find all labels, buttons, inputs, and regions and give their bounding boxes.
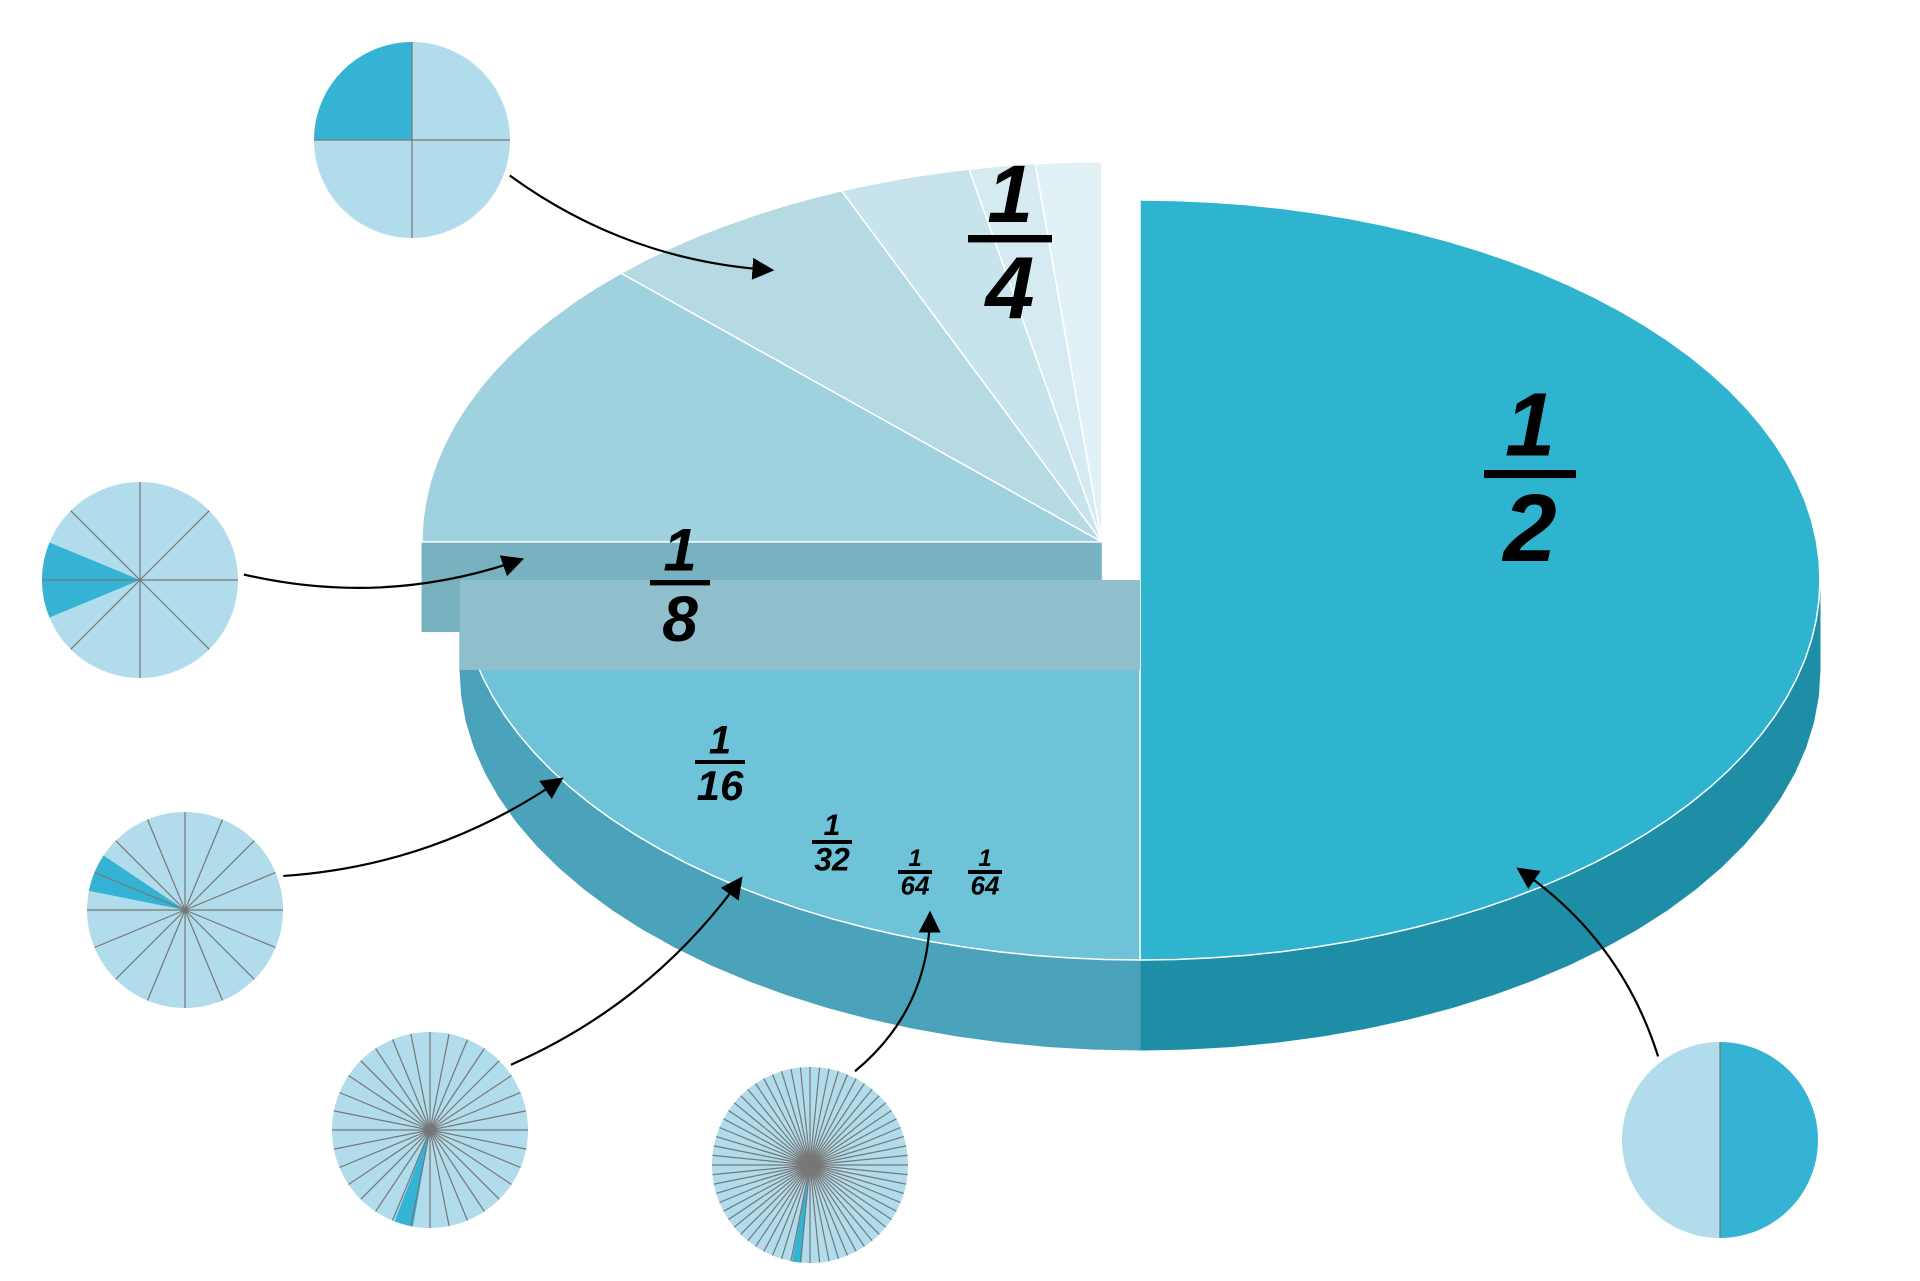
label-sixtyfourthB-den: 64: [971, 871, 1000, 901]
label-eighth-num: 1: [663, 516, 696, 583]
label-quarter-num: 1: [987, 149, 1033, 240]
legend-64th: [712, 1067, 908, 1263]
label-sixtyfourthA-den: 64: [901, 871, 930, 901]
label-sixteenth-num: 1: [709, 719, 731, 763]
label-half-den: 2: [1501, 475, 1556, 582]
label-thirtysecond-den: 32: [814, 841, 850, 877]
pie-3d: [422, 162, 1820, 1050]
label-sixteenth-den: 16: [697, 762, 744, 809]
legend-half: [1622, 1042, 1818, 1238]
label-eighth-den: 8: [662, 583, 698, 655]
legend-quarter-highlight: [314, 42, 412, 140]
label-sixtyfourthA-num: 1: [908, 845, 921, 872]
fraction-pie-chart: 121418116132164164: [0, 0, 1920, 1281]
legend-16th: [87, 812, 283, 1008]
label-quarter-den: 4: [984, 239, 1035, 338]
label-thirtysecond-num: 1: [824, 809, 841, 842]
legend-32nd: [332, 1032, 528, 1228]
legend-eighth: [42, 482, 238, 678]
legend-quarter: [314, 42, 510, 238]
label-half-num: 1: [1505, 376, 1555, 476]
legend-half-highlight: [1720, 1042, 1818, 1238]
label-sixtyfourthB-num: 1: [978, 845, 991, 872]
